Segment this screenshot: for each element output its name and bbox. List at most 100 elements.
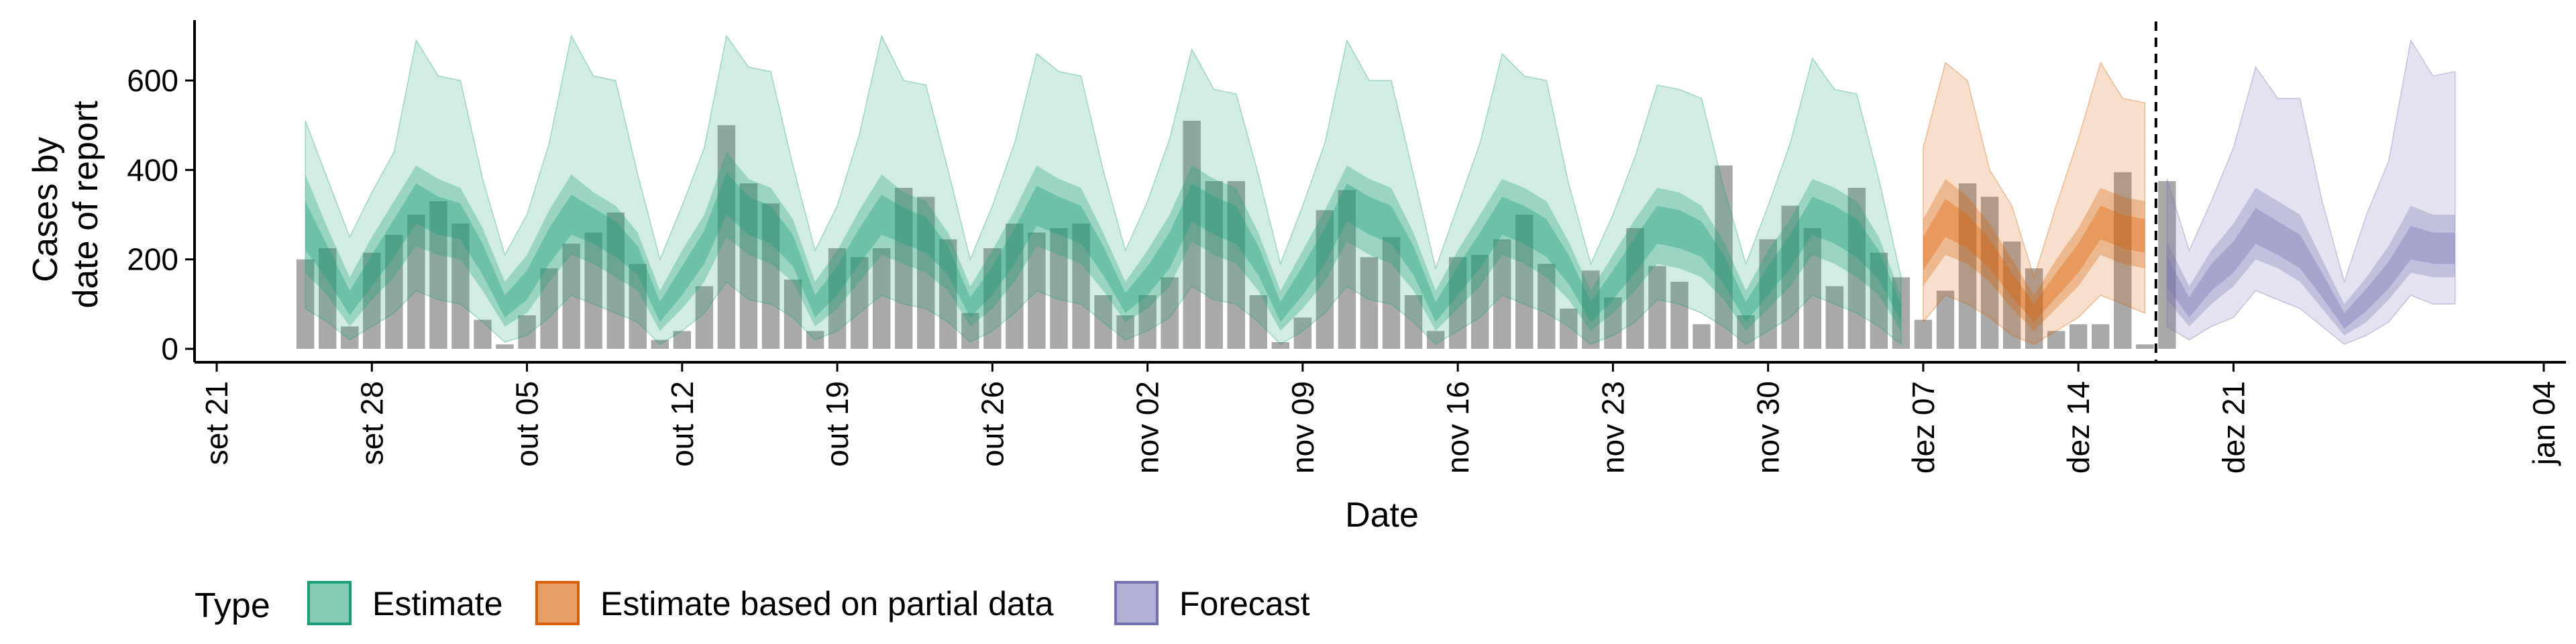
reported-cases-bar [341, 326, 359, 349]
x-tick-label: nov 02 [1130, 381, 1165, 474]
legend-swatch-forecast [1114, 581, 1159, 625]
reported-cases-bar [1914, 319, 1933, 349]
x-tick-label: out 12 [665, 381, 700, 467]
reported-cases-bar [2136, 344, 2154, 349]
reported-cases-bar [1094, 295, 1112, 349]
ribbons-layer [305, 34, 2456, 345]
reported-cases-bar [894, 188, 913, 349]
reported-cases-bar [2158, 181, 2176, 349]
reported-cases-bar [1892, 277, 1911, 349]
estimate-50-ribbon [305, 152, 1901, 331]
x-tick-label: jan 04 [2526, 381, 2561, 466]
reported-cases-bar [784, 279, 802, 349]
reported-cases-bar [1293, 317, 1312, 349]
reported-cases-bar [385, 235, 403, 349]
reported-cases-bar [1870, 252, 1888, 349]
reported-cases-bar [1470, 255, 1489, 349]
reported-cases-bar [806, 331, 824, 349]
bars-layer [296, 121, 2176, 349]
reported-cases-bar [1249, 295, 1268, 349]
reported-cases-bar [1205, 181, 1223, 349]
reported-cases-bar [1448, 257, 1467, 349]
reported-cases-bar [296, 259, 315, 349]
legend-swatch-partial [535, 581, 580, 625]
reported-cases-bar [363, 252, 381, 349]
reported-cases-bar [1515, 215, 1534, 349]
reported-cases-bar [695, 286, 714, 349]
reported-cases-bar [629, 264, 647, 349]
reported-cases-bar [429, 201, 447, 349]
reported-cases-bar [1936, 290, 1955, 349]
reported-cases-bar [2114, 172, 2132, 349]
reported-cases-bar [1161, 277, 1179, 349]
x-tick-label: nov 16 [1440, 381, 1475, 474]
y-tick-label: 400 [127, 152, 178, 187]
y-tick-label: 200 [127, 242, 178, 277]
estimate-20-ribbon [305, 172, 1901, 322]
reported-cases-bar [1604, 297, 1622, 349]
x-tick-label: nov 30 [1751, 381, 1786, 474]
forecast-90-ribbon [2166, 38, 2456, 345]
x-tick-label: out 26 [975, 381, 1010, 467]
reported-cases-bar [1980, 197, 1999, 349]
y-tick-label: 600 [127, 63, 178, 98]
reported-cases-bar [1183, 121, 1201, 349]
reported-cases-bar [1693, 324, 1711, 349]
reported-cases-bar [983, 248, 1002, 349]
reported-cases-bar [673, 331, 692, 349]
reported-cases-bar [1803, 228, 1821, 349]
partial-20-ribbon [1923, 199, 2145, 322]
reported-cases-bar [1670, 282, 1688, 349]
y-axis-label-line-2: date of report [66, 101, 105, 309]
x-tick-label: dez 14 [2061, 381, 2096, 474]
reported-cases-bar [1958, 183, 1977, 349]
legend-label-forecast: Forecast [1179, 585, 1310, 623]
reported-cases-bar [761, 203, 780, 349]
legend-item-partial: Estimate based on partial data [535, 581, 1054, 625]
reported-cases-bar [1847, 188, 1866, 349]
reported-cases-bar [1050, 228, 1068, 349]
x-tick-label: set 28 [354, 381, 389, 465]
forecast-50-ribbon [2167, 188, 2455, 335]
reported-cases-bar [872, 248, 891, 349]
x-tick-label: dez 21 [2216, 381, 2251, 474]
reported-cases-bar [1426, 331, 1445, 349]
legend-item-estimate: Estimate [307, 581, 503, 625]
reported-cases-bar [451, 223, 470, 349]
reported-cases-bar [606, 212, 625, 349]
reported-cases-bar [1626, 228, 1644, 349]
reported-cases-bar [1271, 342, 1290, 349]
reported-cases-bar [1715, 165, 1733, 349]
reported-cases-bar [1316, 210, 1334, 349]
y-axis-label: Cases by date of report [26, 101, 105, 309]
x-axis: set 21 set 28 out 05 out 12 out 19 out 26 nov … [195, 361, 2566, 474]
x-axis-label: Date [1345, 496, 1419, 535]
reported-cases-bar [407, 215, 425, 349]
reported-cases-bar [1382, 237, 1401, 349]
x-tick-label: out 05 [510, 381, 545, 467]
legend-label-estimate: Estimate [372, 585, 503, 623]
reported-cases-bar [917, 197, 935, 349]
reported-cases-bar [739, 183, 758, 349]
reported-cases-bar [518, 315, 536, 349]
estimate-90-ribbon [305, 34, 1902, 345]
reported-cases-bar [562, 244, 580, 349]
partial-50-ribbon [1923, 178, 2145, 331]
legend-swatch-estimate [307, 581, 352, 625]
reported-cases-bar [1338, 190, 1356, 349]
forecast-20-ribbon [2167, 208, 2455, 329]
partial-90-ribbon [1923, 61, 2146, 345]
reported-cases-bar [1360, 257, 1379, 349]
reported-cases-bar [1759, 239, 1777, 349]
y-axis: 0 200 400 600 [127, 20, 196, 366]
reported-cases-bar [717, 125, 736, 349]
reported-cases-bar [1404, 295, 1423, 349]
reported-cases-bar [540, 268, 558, 349]
reported-cases-bar [939, 239, 957, 349]
y-axis-label-line-1: Cases by [26, 137, 65, 282]
reported-cases-bar [1028, 232, 1046, 349]
x-tick-label: nov 09 [1285, 381, 1320, 474]
reported-cases-bar [1560, 309, 1578, 349]
reported-cases-bar [584, 232, 602, 349]
reported-cases-bar [2025, 268, 2043, 349]
